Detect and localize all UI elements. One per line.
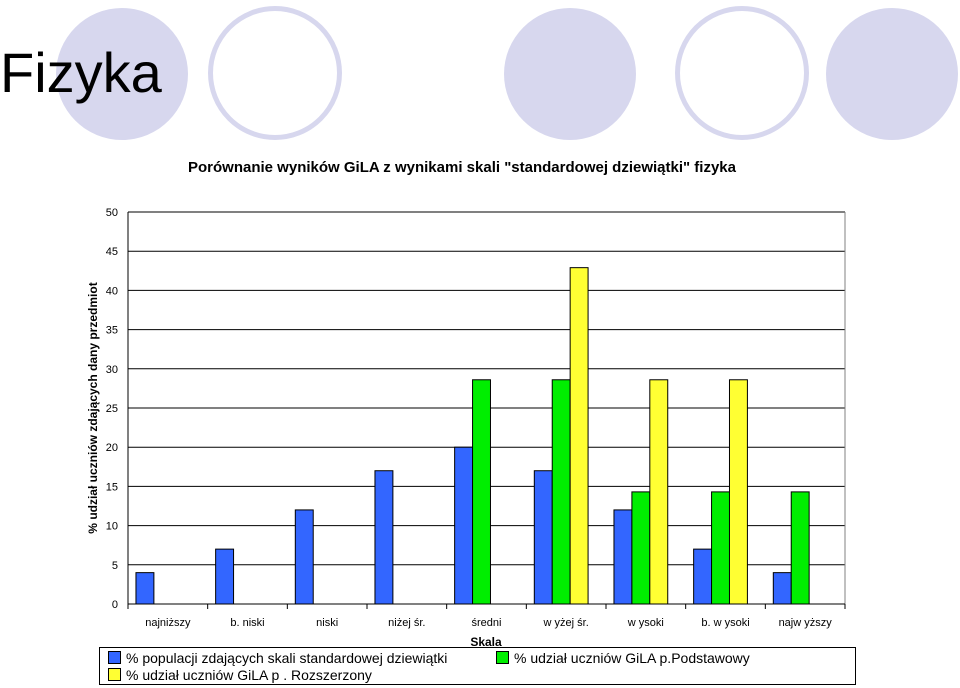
x-axis-title: Skala <box>470 635 502 649</box>
bar <box>454 446 474 605</box>
y-tick-label: 45 <box>106 246 118 258</box>
y-tick-label: 40 <box>106 285 118 297</box>
decorative-circle <box>826 8 958 140</box>
bar <box>551 379 571 605</box>
bar <box>649 379 669 605</box>
bar <box>693 548 713 605</box>
chart-legend: % populacji zdających skali standardowej… <box>99 647 856 685</box>
x-tick-label: b. w ysoki <box>701 617 749 629</box>
y-tick-label: 10 <box>106 521 118 533</box>
x-tick-label: najw yższy <box>779 617 833 629</box>
bar <box>294 509 314 605</box>
legend-item-population: % populacji zdających skali standardowej… <box>108 650 447 666</box>
legend-item-extended: % udział uczniów GiLA p . Rozszerzony <box>108 667 372 683</box>
bar <box>533 470 553 605</box>
bar <box>790 491 810 605</box>
x-tick-label: średni <box>472 617 502 629</box>
y-tick-label: 0 <box>112 599 118 611</box>
x-tick-label: niski <box>316 617 338 629</box>
y-tick-label: 5 <box>112 560 118 572</box>
x-tick-label: w yżej śr. <box>543 617 589 629</box>
decorative-ring <box>675 6 809 140</box>
bar <box>472 379 491 605</box>
bar <box>215 548 235 605</box>
bar <box>374 470 394 605</box>
bar <box>728 379 748 605</box>
decorative-circle <box>56 8 188 140</box>
y-axis-title: % udział uczniów zdających dany przedmio… <box>86 282 100 533</box>
bar <box>613 509 633 605</box>
x-tick-label: niżej śr. <box>388 617 425 629</box>
x-tick-label: najniższy <box>145 617 191 629</box>
bar <box>631 491 651 605</box>
bar <box>135 572 155 605</box>
y-tick-label: 15 <box>106 481 118 493</box>
legend-label: % udział uczniów GiLA p . Rozszerzony <box>126 667 372 683</box>
y-tick-label: 50 <box>106 207 118 219</box>
bar <box>772 572 792 605</box>
decorative-circle <box>504 8 636 140</box>
legend-swatch <box>108 651 121 664</box>
x-tick-label: w ysoki <box>627 617 664 629</box>
y-tick-label: 30 <box>106 364 118 376</box>
legend-label: % udział uczniów GiLA p.Podstawowy <box>514 650 750 666</box>
y-tick-label: 25 <box>106 403 118 415</box>
legend-item-basic: % udział uczniów GiLA p.Podstawowy <box>496 650 750 666</box>
bar <box>569 267 589 605</box>
chart-title: Porównanie wyników GiLA z wynikami skali… <box>188 159 736 176</box>
y-tick-label: 35 <box>106 325 118 337</box>
bar <box>711 491 730 605</box>
slide-title: Fizyka <box>0 41 162 104</box>
y-tick-label: 20 <box>106 442 118 454</box>
legend-swatch <box>496 651 509 664</box>
x-tick-label: b. niski <box>230 617 264 629</box>
legend-label: % populacji zdających skali standardowej… <box>126 650 448 666</box>
decorative-ring <box>208 6 342 140</box>
legend-swatch <box>108 668 121 681</box>
